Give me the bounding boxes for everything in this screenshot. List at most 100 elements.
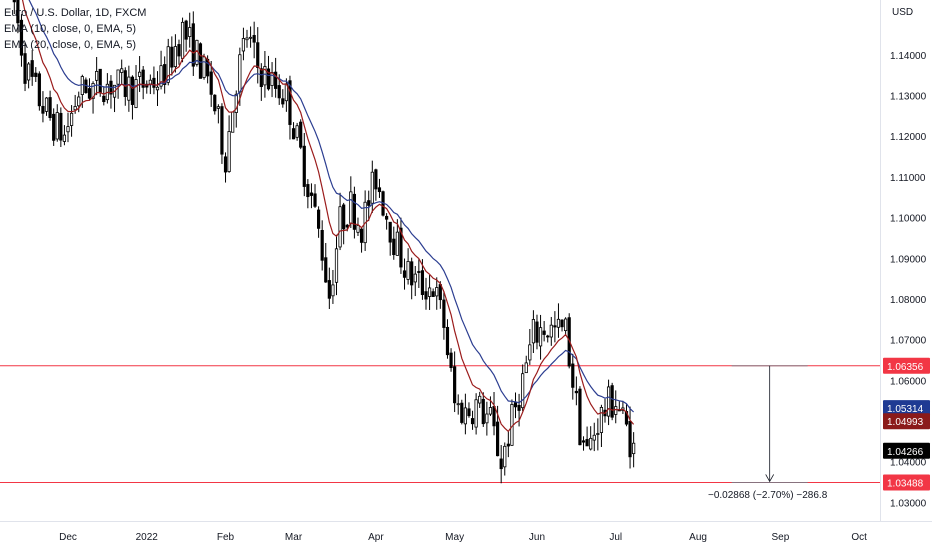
candle-body bbox=[542, 330, 546, 335]
candle-body bbox=[59, 112, 63, 141]
candle-body bbox=[41, 105, 45, 114]
candle-body bbox=[95, 71, 99, 81]
candle-body bbox=[227, 131, 231, 172]
candle-body bbox=[23, 53, 27, 84]
horizontal-lines[interactable] bbox=[0, 365, 880, 483]
ema-fast-legend[interactable]: EMA (10, close, 0, EMA, 5) bbox=[4, 23, 137, 35]
candle-body bbox=[531, 319, 536, 344]
candle-body bbox=[30, 60, 34, 77]
candle-body bbox=[116, 69, 120, 85]
candle-body bbox=[356, 225, 360, 233]
candle-body bbox=[302, 145, 306, 187]
measure-arrow-head bbox=[765, 474, 775, 483]
candle-body bbox=[248, 36, 253, 39]
candle-body bbox=[137, 71, 142, 77]
candle-body bbox=[295, 125, 299, 138]
candle-body bbox=[220, 106, 224, 155]
candle-body bbox=[395, 231, 399, 256]
price-tick-label: 1.12000 bbox=[890, 132, 927, 143]
candle-body bbox=[252, 35, 256, 43]
candle-body bbox=[377, 187, 382, 193]
candle-body bbox=[120, 68, 124, 73]
time-tick-label: Jul bbox=[609, 532, 622, 543]
candle-body bbox=[213, 94, 217, 112]
candle-body bbox=[352, 193, 357, 230]
price-tick-label: 1.08000 bbox=[890, 295, 927, 306]
candle-body bbox=[87, 88, 92, 99]
candle-body bbox=[546, 335, 550, 338]
candle-body bbox=[241, 38, 246, 52]
candle-body bbox=[134, 79, 138, 108]
candle-body bbox=[127, 76, 131, 101]
time-axis[interactable]: Dec 2022 Feb Mar Apr May Jun Jul Aug Sep Oct bbox=[59, 532, 867, 543]
candle-body bbox=[48, 97, 52, 119]
candle-body bbox=[166, 46, 170, 83]
candle-body bbox=[245, 37, 249, 41]
ema-10-line bbox=[21, 0, 635, 433]
candle-body bbox=[281, 98, 285, 105]
candle-body bbox=[327, 280, 331, 299]
candle-body bbox=[159, 65, 163, 87]
ema-slow-legend[interactable]: EMA (20, close, 0, EMA, 5) bbox=[4, 39, 137, 51]
candle-body bbox=[231, 111, 235, 133]
symbol-title[interactable]: Euro / U.S. Dollar, 1D, FXCM bbox=[4, 7, 147, 19]
candle-body bbox=[320, 229, 324, 261]
candle-body bbox=[485, 413, 489, 424]
candle-body bbox=[453, 366, 457, 404]
candle-body bbox=[170, 46, 174, 68]
candle-body bbox=[420, 270, 425, 295]
candle-body bbox=[102, 95, 106, 103]
candle-body bbox=[513, 402, 518, 408]
candle-body bbox=[191, 23, 195, 67]
candle-body bbox=[445, 326, 450, 356]
ema_slow-badge-bg bbox=[883, 400, 930, 417]
candle-body bbox=[449, 352, 453, 369]
candle-body bbox=[556, 318, 561, 328]
ema_fast-badge-bg bbox=[883, 413, 930, 430]
candle-body bbox=[334, 248, 339, 283]
candle-body bbox=[578, 388, 582, 446]
candle-body bbox=[141, 69, 145, 88]
price-tick-label: 1.04000 bbox=[890, 458, 927, 469]
candle-body bbox=[392, 238, 396, 256]
time-tick-label: Dec bbox=[59, 532, 77, 543]
candle-body bbox=[19, 19, 24, 56]
candle-body bbox=[370, 171, 374, 204]
candle-body bbox=[399, 227, 403, 268]
candle-body bbox=[610, 385, 614, 418]
measure-label: −0.02868 (−2.70%) −286.8 bbox=[708, 490, 828, 501]
candle-body bbox=[306, 184, 310, 198]
candle-body bbox=[338, 206, 342, 248]
candle-body bbox=[12, 0, 16, 3]
candle-body bbox=[467, 408, 471, 417]
candle-body bbox=[34, 72, 38, 77]
candle-body bbox=[628, 421, 632, 458]
candle-body bbox=[238, 54, 242, 93]
candle-body bbox=[291, 128, 296, 140]
measure-tool[interactable] bbox=[731, 365, 808, 483]
currency-label: USD bbox=[892, 7, 914, 18]
candle-body bbox=[27, 63, 31, 81]
candle-body bbox=[80, 76, 84, 95]
candle-body bbox=[596, 433, 600, 435]
candle-body bbox=[585, 439, 589, 447]
candle-body bbox=[417, 271, 421, 273]
price-tick-label: 1.09000 bbox=[890, 254, 927, 265]
price-tick-label: 1.11000 bbox=[890, 173, 926, 184]
candle-body bbox=[299, 121, 303, 148]
candle-body bbox=[16, 0, 20, 24]
candle-body bbox=[73, 106, 77, 111]
price-tick-label: 1.13000 bbox=[890, 92, 927, 103]
candle-body bbox=[385, 215, 389, 220]
hline-badge: 1.06356 bbox=[887, 362, 924, 373]
hline-badge: 1.03488 bbox=[887, 478, 924, 489]
price-axis[interactable]: 1.14000 1.13000 1.12000 1.11000 1.10000 1.090… bbox=[890, 51, 927, 509]
candle-body bbox=[77, 96, 81, 107]
candle-body bbox=[606, 386, 611, 417]
time-tick-label: Jun bbox=[529, 532, 545, 543]
candle-body bbox=[460, 402, 464, 423]
candle-body bbox=[69, 112, 74, 126]
candle-body bbox=[177, 44, 181, 57]
ema_slow-badge: 1.05314 bbox=[887, 404, 924, 415]
